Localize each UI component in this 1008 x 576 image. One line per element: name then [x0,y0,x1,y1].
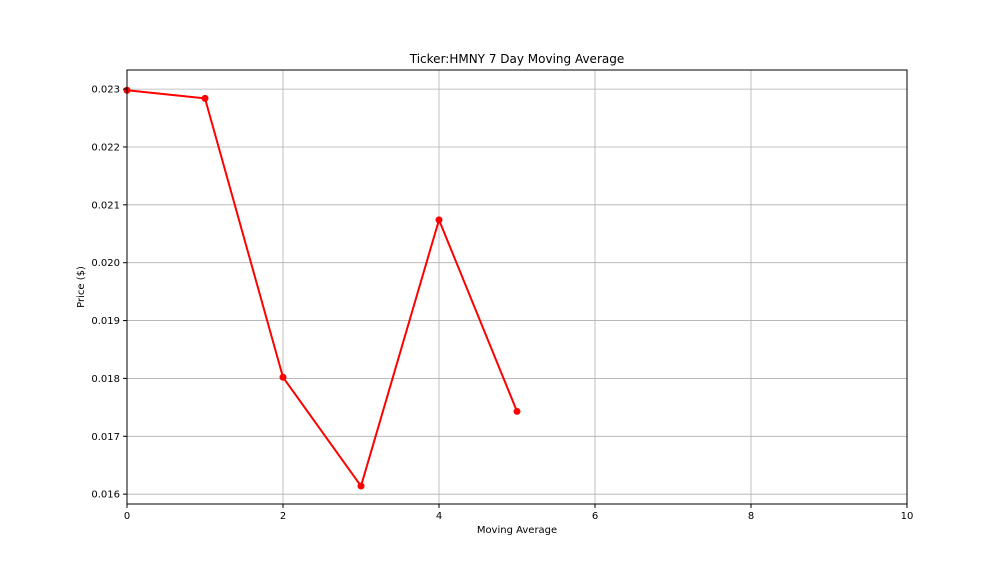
chart-title: Ticker:HMNY 7 Day Moving Average [409,52,624,66]
y-tick-label: 0.023 [91,85,120,96]
data-point [279,373,287,381]
x-tick-label: 0 [124,511,130,522]
data-point [201,94,209,102]
y-tick-label: 0.019 [91,316,120,327]
data-point [435,216,443,224]
y-tick-label: 0.020 [91,258,120,269]
x-tick-label: 4 [436,511,442,522]
x-tick-label: 8 [748,511,754,522]
plot-area [123,86,521,490]
axes-frame [126,69,908,505]
y-tick-label: 0.018 [91,374,120,385]
x-tick-label: 10 [901,511,914,522]
data-point [513,407,521,415]
y-tick-label: 0.021 [91,200,120,211]
x-tick-label: 2 [280,511,286,522]
y-tick-label: 0.016 [91,490,120,501]
y-axis-ticks: 0.016 0.017 0.018 0.019 0.020 0.021 0.022 0.023 [91,85,127,501]
y-axis-label: Price ($) [76,266,87,308]
x-axis-label: Moving Average [477,525,557,536]
y-tick-label: 0.017 [91,432,120,443]
x-axis-ticks: 0 2 4 6 8 10 [124,504,914,522]
series-line [126,89,518,488]
data-point [357,482,365,490]
y-tick-label: 0.022 [91,142,120,153]
x-tick-label: 6 [592,511,598,522]
